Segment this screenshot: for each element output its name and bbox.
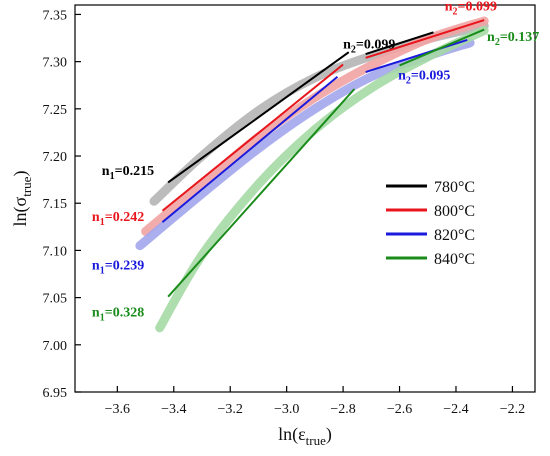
y-tick-label: 7.00 <box>43 339 68 354</box>
n2-annotation: n2=0.099 <box>343 37 395 55</box>
smooth-curve-bands <box>135 16 489 333</box>
y-tick-label: 7.20 <box>43 150 68 165</box>
y-tick-label: 6.95 <box>43 386 68 401</box>
x-tick-label: −2.8 <box>330 402 355 417</box>
n2-annotation: n2=0.095 <box>398 69 450 87</box>
legend-label-0: 780°C <box>434 179 475 196</box>
fit-lines <box>161 19 485 298</box>
x-tick-label: −3.4 <box>161 402 186 417</box>
legend-label-3: 840°C <box>434 251 475 268</box>
annotations: n1=0.215 n1=0.242 n1=0.239 n1=0.328 n2=0.099… <box>92 0 539 323</box>
legend: 780°C 800°C 820°C 840°C <box>386 179 475 268</box>
x-tick-label: −3.2 <box>218 402 243 417</box>
legend-label-2: 820°C <box>434 227 475 244</box>
n1-annotation: n1=0.328 <box>92 305 144 323</box>
x-tick-label: −3.6 <box>105 402 130 417</box>
y-tick-label: 7.25 <box>43 103 68 118</box>
y-axis-title: ln(σtrue) <box>10 171 34 227</box>
y-tick-label: 7.10 <box>43 244 68 259</box>
n1-annotation: n1=0.239 <box>92 258 144 276</box>
fit-line-high-0 <box>365 31 434 56</box>
n1-annotation: n1=0.215 <box>102 164 154 182</box>
n1-annotation: n1=0.242 <box>92 210 144 228</box>
n2-annotation: n2=0.099 <box>445 0 497 18</box>
fit-line-high-3 <box>399 28 485 67</box>
y-tick-label: 7.15 <box>43 197 68 212</box>
fit-line-low-0 <box>167 51 350 184</box>
fit-line-low-1 <box>161 63 344 212</box>
x-tick-label: −2.6 <box>387 402 412 417</box>
n2-annotation: n2=0.137 <box>487 30 539 48</box>
y-tick-label: 7.35 <box>43 8 68 23</box>
band-3 <box>155 26 489 333</box>
fit-line-low-2 <box>161 75 339 223</box>
fit-line-high-1 <box>365 19 485 59</box>
axes: −3.6 −3.4 −3.2 −3.0 −2.8 −2.6 −2.4 −2.2 6.95 7.00… <box>43 4 536 417</box>
plot-frame <box>74 4 536 393</box>
legend-label-1: 800°C <box>434 203 475 220</box>
fit-line-low-3 <box>167 88 356 298</box>
x-tick-label: −3.0 <box>274 402 299 417</box>
fit-line-high-2 <box>365 38 468 73</box>
y-tick-label: 7.05 <box>43 292 68 307</box>
x-axis-title: ln(εtrue) <box>278 424 332 448</box>
x-tick-label: −2.2 <box>500 402 525 417</box>
y-tick-label: 7.30 <box>43 56 68 71</box>
x-tick-label: −2.4 <box>443 402 468 417</box>
